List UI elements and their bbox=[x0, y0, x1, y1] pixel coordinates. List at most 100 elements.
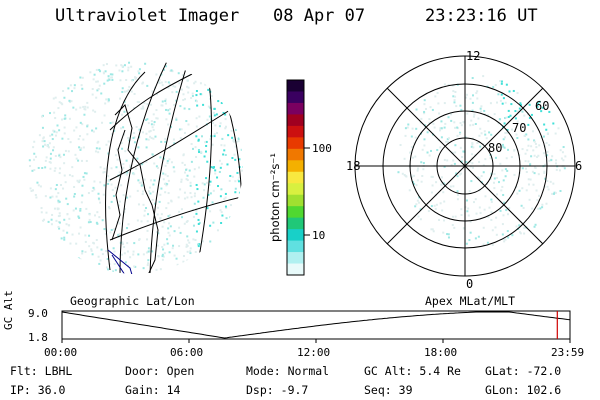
pixel bbox=[423, 138, 426, 141]
pixel bbox=[43, 140, 46, 143]
pixel bbox=[223, 149, 226, 152]
pixel bbox=[177, 196, 180, 199]
pixel bbox=[442, 191, 445, 194]
pixel bbox=[99, 70, 102, 73]
pixel bbox=[532, 149, 535, 152]
pixel bbox=[469, 231, 472, 234]
pixel bbox=[114, 154, 117, 157]
pixel bbox=[159, 268, 162, 271]
info-gc-alt: GC Alt: 5.4 Re bbox=[364, 364, 461, 378]
pixel bbox=[472, 115, 475, 118]
pixel bbox=[121, 65, 124, 68]
pixel bbox=[123, 90, 126, 93]
pixel bbox=[428, 118, 431, 121]
pixel bbox=[84, 250, 87, 253]
pixel bbox=[535, 189, 538, 192]
pixel bbox=[542, 152, 545, 155]
pixel bbox=[197, 218, 200, 221]
pixel bbox=[146, 229, 149, 232]
pixel bbox=[471, 94, 474, 97]
colorbar-segment bbox=[287, 125, 304, 138]
pixel bbox=[127, 69, 130, 72]
altitude-ymax: 9.0 bbox=[28, 307, 48, 320]
pixel bbox=[57, 215, 60, 218]
pixel bbox=[173, 103, 176, 106]
pixel bbox=[548, 144, 551, 147]
pixel bbox=[503, 146, 506, 149]
pixel bbox=[185, 220, 188, 223]
pixel bbox=[516, 192, 519, 195]
pixel bbox=[404, 127, 407, 130]
pixel bbox=[555, 159, 558, 162]
pixel bbox=[199, 93, 202, 96]
pixel bbox=[474, 123, 477, 126]
pixel bbox=[95, 127, 98, 130]
pixel bbox=[424, 107, 427, 110]
pixel bbox=[469, 220, 472, 223]
pixel bbox=[179, 188, 182, 191]
pixel bbox=[530, 145, 533, 148]
pixel bbox=[472, 201, 475, 204]
pixel bbox=[33, 152, 36, 155]
pixel bbox=[490, 211, 493, 214]
pixel bbox=[46, 145, 49, 148]
pixel bbox=[86, 106, 89, 109]
pixel bbox=[198, 151, 201, 154]
pixel bbox=[440, 176, 443, 179]
pixel bbox=[526, 149, 529, 152]
pixel bbox=[63, 238, 66, 241]
pixel bbox=[163, 68, 166, 71]
pixel bbox=[198, 221, 201, 224]
pixel bbox=[432, 122, 435, 125]
pixel bbox=[69, 100, 72, 103]
pixel bbox=[196, 104, 199, 107]
pixel bbox=[212, 221, 215, 224]
pixel bbox=[82, 138, 85, 141]
pixel bbox=[57, 199, 60, 202]
pixel bbox=[417, 167, 420, 170]
pixel bbox=[180, 178, 183, 181]
pixel bbox=[193, 192, 196, 195]
pixel bbox=[502, 179, 505, 182]
pixel bbox=[456, 126, 459, 129]
pixel bbox=[65, 197, 68, 200]
pixel bbox=[54, 188, 57, 191]
pixel bbox=[552, 182, 555, 185]
pixel bbox=[443, 219, 446, 222]
pixel bbox=[499, 79, 502, 82]
pixel bbox=[532, 183, 535, 186]
pixel bbox=[435, 203, 438, 206]
pixel bbox=[497, 93, 500, 96]
pixel bbox=[65, 223, 68, 226]
pixel bbox=[147, 138, 150, 141]
pixel bbox=[130, 90, 133, 93]
pixel bbox=[128, 61, 131, 64]
pixel bbox=[134, 265, 137, 268]
pixel bbox=[518, 231, 521, 234]
pixel bbox=[452, 95, 455, 98]
pixel bbox=[63, 218, 66, 221]
pixel bbox=[116, 158, 119, 161]
pixel bbox=[194, 250, 197, 253]
pixel bbox=[557, 127, 560, 130]
pixel bbox=[533, 154, 536, 157]
pixel bbox=[536, 199, 539, 202]
colorbar-segment bbox=[287, 252, 304, 265]
pixel bbox=[538, 144, 541, 147]
pixel bbox=[474, 198, 477, 201]
pixel bbox=[35, 155, 38, 158]
pixel bbox=[42, 137, 45, 140]
pixel bbox=[529, 163, 532, 166]
pixel bbox=[107, 179, 110, 182]
pixel bbox=[32, 189, 35, 192]
pixel bbox=[238, 158, 241, 161]
pixel bbox=[200, 135, 203, 138]
pixel bbox=[218, 171, 221, 174]
pixel bbox=[416, 169, 419, 172]
pixel bbox=[178, 82, 181, 85]
pixel bbox=[527, 138, 530, 141]
pixel bbox=[66, 213, 69, 216]
pixel bbox=[133, 132, 136, 135]
pixel bbox=[102, 71, 105, 74]
pixel bbox=[93, 188, 96, 191]
